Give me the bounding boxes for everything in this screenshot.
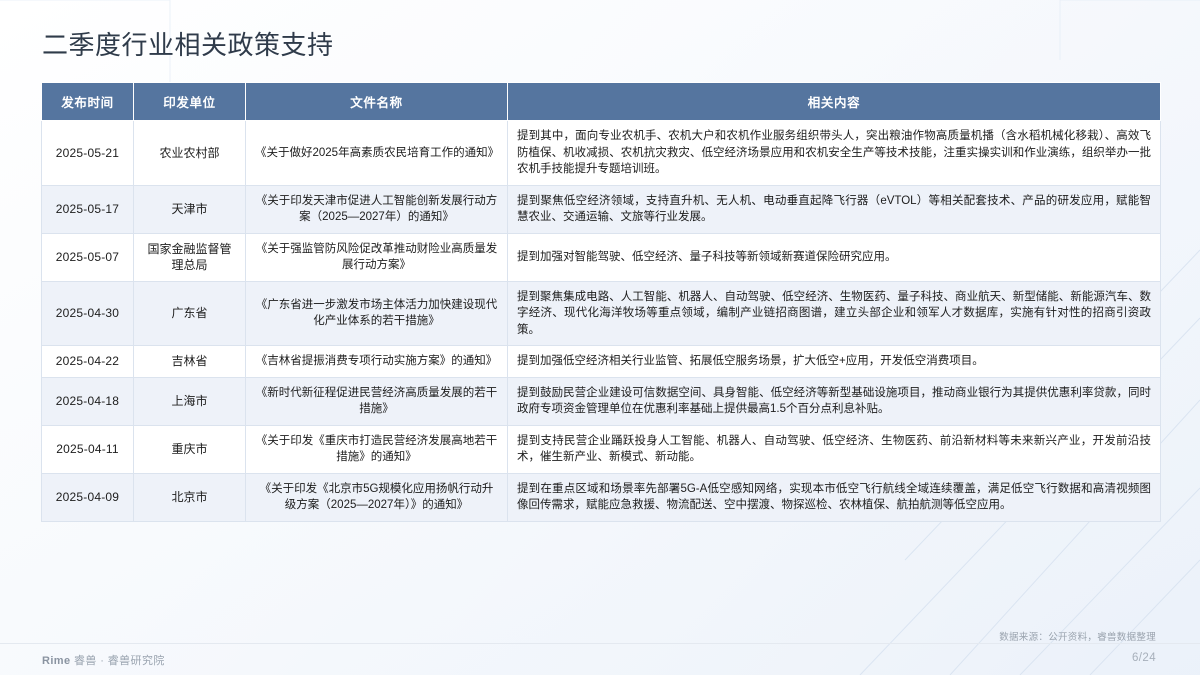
cell-content: 提到聚焦低空经济领域，支持直升机、无人机、电动垂直起降飞行器（eVTOL）等相关… [507,184,1161,234]
brand-name-cn: 睿兽 · 睿兽研究院 [73,655,165,667]
cell-content: 提到在重点区域和场景率先部署5G-A低空感知网络，实现本市低空飞行航线全域连续覆… [507,472,1161,522]
cell-org: 上海市 [133,376,246,426]
cell-org: 吉林省 [133,345,246,378]
table-row: 2025-04-30 广东省 《广东省进一步激发市场主体活力加快建设现代化产业体… [41,280,1161,346]
cell-org: 北京市 [133,472,246,522]
cell-date: 2025-05-21 [41,120,134,186]
table-row: 2025-04-09 北京市 《关于印发《北京市5G规模化应用扬帆行动升级方案（… [41,472,1161,522]
cell-date: 2025-04-30 [41,280,134,346]
cell-date: 2025-04-22 [41,345,134,378]
cell-org: 天津市 [133,184,246,234]
table-row: 2025-05-17 天津市 《关于印发天津市促进人工智能创新发展行动方案（20… [41,184,1161,234]
table-row: 2025-05-21 农业农村部 《关于做好2025年高素质农民培育工作的通知》… [41,120,1161,186]
page-title: 二季度行业相关政策支持 [42,30,334,60]
cell-doc: 《关于印发天津市促进人工智能创新发展行动方案（2025—2027年）的通知》 [245,184,508,234]
table-body: 2025-05-21 农业农村部 《关于做好2025年高素质农民培育工作的通知》… [41,120,1161,522]
cell-content: 提到聚焦集成电路、人工智能、机器人、自动驾驶、低空经济、生物医药、量子科技、商业… [507,280,1161,346]
cell-content: 提到其中，面向专业农机手、农机大户和农机作业服务组织带头人，突出粮油作物高质量机… [507,120,1161,186]
cell-org: 广东省 [133,280,246,346]
cell-doc: 《吉林省提振消费专项行动实施方案》的通知》 [245,345,508,378]
cell-doc: 《广东省进一步激发市场主体活力加快建设现代化产业体系的若干措施》 [245,280,508,346]
column-header-doc: 文件名称 [245,82,508,121]
table-header-row: 发布时间 印发单位 文件名称 相关内容 [41,82,1161,121]
table-row: 2025-04-22 吉林省 《吉林省提振消费专项行动实施方案》的通知》 提到加… [41,345,1161,378]
cell-org: 农业农村部 [133,120,246,186]
cell-org: 重庆市 [133,424,246,474]
column-header-content: 相关内容 [507,82,1161,121]
cell-content: 提到鼓励民营企业建设可信数据空间、具身智能、低空经济等新型基础设施项目，推动商业… [507,376,1161,426]
column-header-date: 发布时间 [41,82,134,121]
cell-doc: 《新时代新征程促进民营经济高质量发展的若干措施》 [245,376,508,426]
policy-table-container: 发布时间 印发单位 文件名称 相关内容 2025-05-21 农业农村部 《关于… [41,82,1161,522]
cell-date: 2025-04-11 [41,424,134,474]
policy-table: 发布时间 印发单位 文件名称 相关内容 2025-05-21 农业农村部 《关于… [41,82,1161,522]
cell-content: 提到支持民营企业踊跃投身人工智能、机器人、自动驾驶、低空经济、生物医药、前沿新材… [507,424,1161,474]
cell-org: 国家金融监督管理总局 [133,232,246,282]
cell-date: 2025-04-09 [41,472,134,522]
footer-brand: Rime 睿兽 · 睿兽研究院 [42,652,165,668]
cell-content: 提到加强对智能驾驶、低空经济、量子科技等新领域新赛道保险研究应用。 [507,232,1161,282]
cell-doc: 《关于印发《重庆市打造民营经济发展高地若干措施》的通知》 [245,424,508,474]
page-number: 6/24 [1132,652,1156,664]
table-header: 发布时间 印发单位 文件名称 相关内容 [41,82,1161,121]
table-row: 2025-04-11 重庆市 《关于印发《重庆市打造民营经济发展高地若干措施》的… [41,424,1161,474]
table-row: 2025-04-18 上海市 《新时代新征程促进民营经济高质量发展的若干措施》 … [41,376,1161,426]
source-note: 数据来源：公开资料，睿兽数据整理 [999,632,1156,643]
cell-doc: 《关于印发《北京市5G规模化应用扬帆行动升级方案（2025—2027年）》的通知… [245,472,508,522]
column-header-org: 印发单位 [133,82,246,121]
brand-name-latin: Rime [42,655,71,667]
cell-doc: 《关于强监管防风险促改革推动财险业高质量发展行动方案》 [245,232,508,282]
cell-date: 2025-05-17 [41,184,134,234]
cell-doc: 《关于做好2025年高素质农民培育工作的通知》 [245,120,508,186]
cell-date: 2025-05-07 [41,232,134,282]
table-row: 2025-05-07 国家金融监督管理总局 《关于强监管防风险促改革推动财险业高… [41,232,1161,282]
cell-content: 提到加强低空经济相关行业监管、拓展低空服务场景，扩大低空+应用，开发低空消费项目… [507,345,1161,378]
cell-date: 2025-04-18 [41,376,134,426]
footer-divider [0,643,1200,644]
